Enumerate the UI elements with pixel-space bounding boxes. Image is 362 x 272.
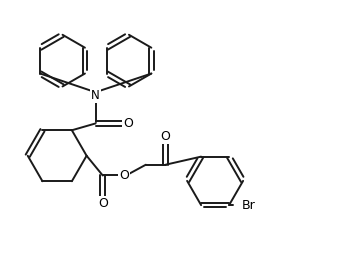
Text: O: O bbox=[123, 117, 133, 130]
Text: O: O bbox=[119, 169, 129, 182]
Text: Br: Br bbox=[242, 199, 256, 212]
Text: N: N bbox=[91, 89, 100, 102]
Text: O: O bbox=[161, 130, 171, 143]
Text: O: O bbox=[98, 197, 108, 210]
